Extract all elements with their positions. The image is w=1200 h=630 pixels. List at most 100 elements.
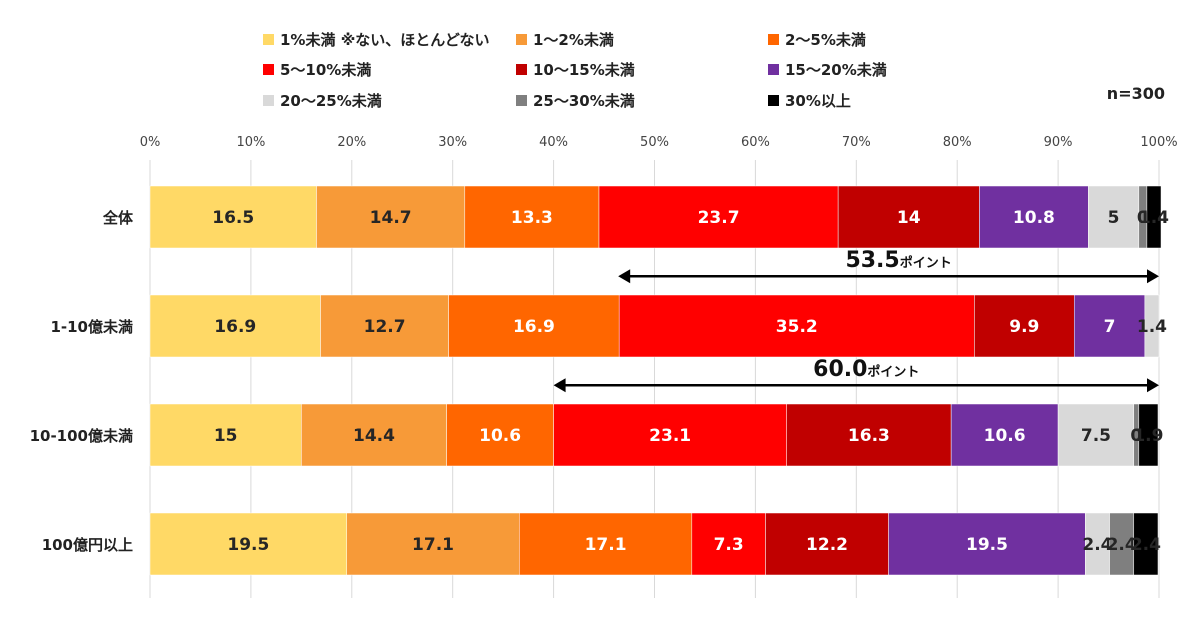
bar-segment: [1057, 403, 1135, 467]
data-label: 10.8: [1013, 208, 1055, 228]
data-label: 12.2: [806, 535, 848, 555]
bar-segment: [618, 294, 975, 358]
data-label: 0: [1137, 208, 1149, 228]
data-label: 2.4: [1082, 535, 1112, 555]
x-tick-label: 40%: [539, 135, 568, 150]
legend-swatch-6: [768, 64, 779, 75]
x-tick-label: 10%: [236, 135, 265, 150]
bar-segment: [786, 403, 952, 467]
data-label: 35.2: [776, 317, 818, 337]
data-label: 17.1: [412, 535, 454, 555]
bar-segment: [464, 185, 600, 249]
arrow-head-left: [553, 378, 566, 393]
x-tick-label: 20%: [337, 135, 366, 150]
category-label: 1-10億未満: [50, 318, 133, 336]
data-label: 7.5: [1081, 426, 1111, 446]
category-label: 全体: [102, 209, 134, 227]
data-label: 1.4: [1137, 317, 1167, 337]
bar-segment: [149, 294, 321, 358]
bar-segment: [1109, 512, 1135, 576]
data-label: 9.9: [1009, 317, 1039, 337]
bar-segment: [149, 185, 317, 249]
x-tick-label: 30%: [438, 135, 467, 150]
bar-segment: [691, 512, 766, 576]
legend-swatch-8: [516, 95, 527, 106]
data-label: 1.4: [1139, 208, 1169, 228]
data-label: 2.4: [1107, 535, 1137, 555]
legend-label-3: 2～5%未満: [785, 31, 866, 49]
legend-swatch-1: [263, 34, 274, 45]
data-label: 23.1: [649, 426, 691, 446]
bar-segment: [837, 185, 980, 249]
bar-segment: [1088, 185, 1140, 249]
bar-segment: [149, 512, 348, 576]
bar-segment: [448, 294, 620, 358]
bar-segment: [446, 403, 554, 467]
data-label: 10.6: [479, 426, 521, 446]
bar-segment: [765, 512, 889, 576]
arrow-head-right: [1147, 378, 1159, 393]
category-labels: 全体 1-10億未満 10-100億未満 100億円以上: [30, 209, 134, 554]
legend-label-4: 5～10%未満: [280, 61, 371, 79]
legend-label-5: 10～15%未満: [533, 61, 635, 79]
x-tick-label: 80%: [943, 135, 972, 150]
bar-segment: [1133, 512, 1159, 576]
data-label: 15: [214, 426, 238, 446]
legend-label-9: 30%以上: [785, 92, 851, 110]
bar-segment: [320, 294, 449, 358]
data-label: 16.9: [214, 317, 256, 337]
legend-swatch-5: [516, 64, 527, 75]
x-tick-label: 70%: [842, 135, 871, 150]
category-label: 100億円以上: [42, 536, 133, 554]
data-label: 19.5: [227, 535, 269, 555]
x-tick-label: 50%: [640, 135, 669, 150]
data-label: 12.7: [364, 317, 406, 337]
data-label: 7: [1104, 317, 1116, 337]
legend: 1%未満 ※ない、ほとんどない 1～2%未満 2～5%未満 5～10%未満 10～15%…: [263, 31, 887, 110]
category-label: 10-100億未満: [30, 427, 133, 445]
annotation-label: 60.0ポイント: [813, 357, 919, 382]
bar-segment: [149, 403, 302, 467]
legend-label-1: 1%未満 ※ない、ほとんどない: [280, 31, 490, 49]
data-label: 14.7: [370, 208, 412, 228]
bar-segment: [346, 512, 520, 576]
bars: 16.5 14.7 13.3 23.7 14 10.8 5 01.416.9 12.7 16.9 3…: [149, 185, 1169, 576]
sample-size-label: n=300: [1107, 84, 1165, 103]
data-label: 14: [897, 208, 921, 228]
x-tick-label: 90%: [1044, 135, 1073, 150]
data-label: 14.4: [353, 426, 395, 446]
annotations: 53.5ポイント 60.0ポイント: [553, 248, 1159, 393]
legend-swatch-9: [768, 95, 779, 106]
legend-swatch-3: [768, 34, 779, 45]
bar-segment: [553, 403, 787, 467]
data-label: 5: [1108, 208, 1120, 228]
bar-segment: [316, 185, 466, 249]
data-label: 7.3: [714, 535, 744, 555]
data-label: 19.5: [966, 535, 1008, 555]
legend-swatch-2: [516, 34, 527, 45]
bar-segment: [1146, 185, 1162, 249]
data-label: 17.1: [585, 535, 627, 555]
data-label: 16.9: [513, 317, 555, 337]
bar-segment: [598, 185, 839, 249]
bar-segment: [1144, 294, 1160, 358]
bar-segment: [1073, 294, 1146, 358]
bar-segment: [974, 294, 1075, 358]
legend-label-2: 1～2%未満: [533, 31, 614, 49]
arrow-head-left: [618, 269, 631, 284]
x-axis-ticks: 0% 10% 20% 30% 40% 50% 60% 70% 80% 90% 100%: [140, 135, 1178, 150]
data-label: 13.3: [511, 208, 553, 228]
data-label: 16.5: [212, 208, 254, 228]
bar-segment: [979, 185, 1089, 249]
legend-swatch-4: [263, 64, 274, 75]
data-label: 23.7: [698, 208, 740, 228]
data-label: 16.3: [848, 426, 890, 446]
data-label: 10.6: [984, 426, 1026, 446]
bar-segment: [519, 512, 693, 576]
annotation-label: 53.5ポイント: [845, 248, 951, 273]
bar-segment: [950, 403, 1059, 467]
legend-swatch-7: [263, 95, 274, 106]
data-label: 2.4: [1131, 535, 1161, 555]
legend-label-6: 15～20%未満: [785, 61, 887, 79]
data-label: 1.9: [1133, 426, 1163, 446]
